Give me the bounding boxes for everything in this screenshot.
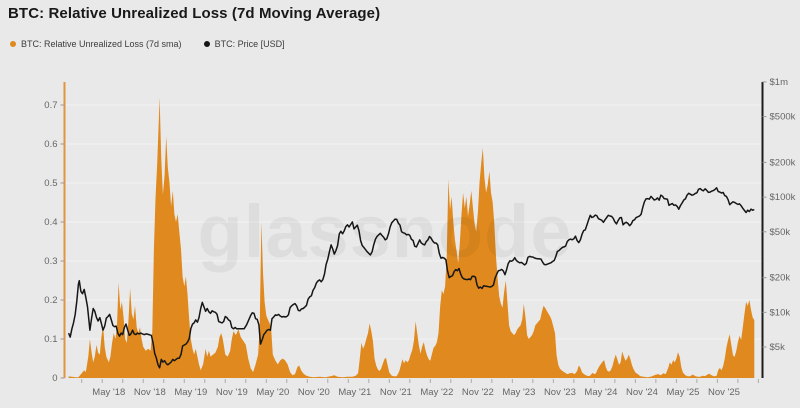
legend-item-relative-unrealized-loss[interactable]: BTC: Relative Unrealized Loss (7d sma) (10, 39, 182, 49)
right-axis-tick-label: $1m (770, 77, 789, 88)
rul-area-series (68, 97, 755, 378)
orange-series-dot-icon (10, 41, 16, 47)
x-axis-tick-label: May '25 (666, 387, 699, 398)
left-axis-tick-label: 0.3 (44, 256, 57, 267)
x-axis-tick-label: May '24 (584, 387, 617, 398)
left-axis-tick-label: 0.7 (44, 100, 57, 111)
x-axis-tick-label: May '22 (420, 387, 453, 398)
right-axis-tick-label: $50k (770, 227, 791, 238)
x-axis-tick-label: Nov '21 (380, 387, 412, 398)
x-axis-tick-label: Nov '18 (134, 387, 166, 398)
right-axis-tick-label: $10k (770, 307, 791, 318)
left-axis-tick-label: 0.5 (44, 178, 57, 189)
right-axis-tick-label: $200k (770, 157, 796, 168)
left-axis-tick-label: 0.4 (44, 217, 57, 228)
x-axis-tick-label: Nov '20 (298, 387, 330, 398)
x-axis-tick-label: Nov '22 (462, 387, 494, 398)
left-axis-tick-label: 0.1 (44, 334, 57, 345)
legend-label: BTC: Price [USD] (214, 39, 285, 49)
x-axis-tick-label: May '21 (338, 387, 371, 398)
legend-label: BTC: Relative Unrealized Loss (7d sma) (21, 39, 182, 49)
black-series-dot-icon (203, 41, 210, 47)
page-title: BTC: Relative Unrealized Loss (7d Moving… (8, 5, 381, 22)
left-axis-tick-label: 0.2 (44, 295, 57, 306)
right-axis-tick-label: $500k (770, 112, 796, 123)
x-axis-tick-label: May '20 (256, 387, 289, 398)
x-axis-tick-label: Nov '25 (708, 387, 740, 398)
x-axis-tick-label: Nov '24 (626, 387, 658, 398)
x-axis-tick-label: May '18 (92, 387, 125, 398)
right-axis-tick-label: $5k (770, 342, 786, 353)
right-axis-tick-label: $20k (770, 273, 791, 284)
left-axis-tick-label: 0 (52, 373, 57, 384)
right-axis-tick-label: $100k (770, 192, 796, 203)
legend-item-price[interactable]: BTC: Price [USD] (203, 39, 285, 49)
x-axis-tick-label: Nov '23 (544, 387, 576, 398)
chart-legend: BTC: Relative Unrealized Loss (7d sma) B… (10, 39, 285, 49)
left-axis-tick-label: 0.6 (44, 139, 57, 150)
glassnode-watermark: glassnode (198, 190, 573, 273)
x-axis-tick-label: Nov '19 (216, 387, 248, 398)
x-axis-tick-label: May '23 (502, 387, 535, 398)
x-axis-tick-label: May '19 (174, 387, 207, 398)
price-line-series (67, 187, 755, 369)
